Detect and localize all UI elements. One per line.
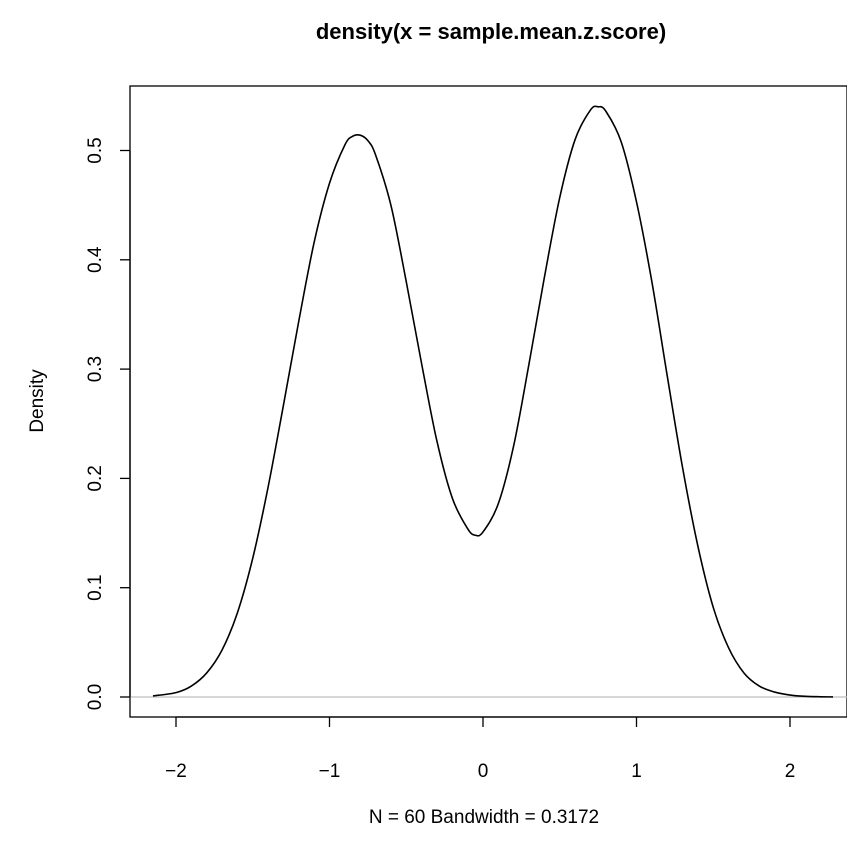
x-tick-label: 1 (631, 761, 642, 782)
chart-title: density(x = sample.mean.z.score) (316, 19, 666, 44)
y-tick-label: 0.2 (85, 465, 106, 491)
x-tick-label: 0 (478, 761, 489, 782)
x-axis: −2 −1 0 1 2 (165, 716, 796, 782)
y-tick-label: 0.5 (85, 137, 106, 163)
y-tick-label: 0.3 (85, 356, 106, 382)
y-axis-label: Density (27, 369, 48, 433)
x-tick-label: −1 (319, 761, 341, 782)
y-tick-label: 0.4 (85, 246, 106, 273)
x-tick-label: −2 (165, 761, 187, 782)
y-tick-label: 0.0 (85, 684, 106, 710)
y-tick-label: 0.1 (85, 574, 106, 600)
x-tick-label: 2 (785, 761, 796, 782)
plot-frame (129, 85, 847, 718)
density-curve (152, 105, 833, 698)
x-axis-label: N = 60 Bandwidth = 0.3172 (369, 807, 599, 828)
y-axis: 0.0 0.1 0.2 0.3 0.4 0.5 (85, 137, 131, 710)
